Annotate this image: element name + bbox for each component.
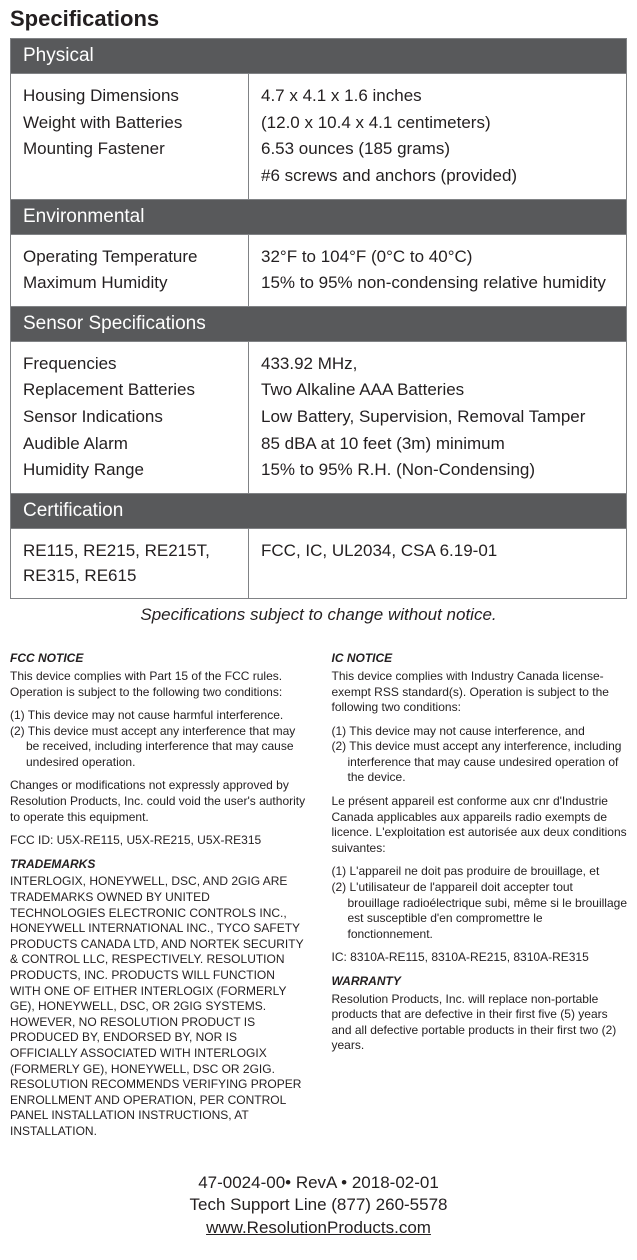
ic-title: IC NOTICE — [332, 651, 628, 667]
row-value: 6.53 ounces (185 grams) — [261, 137, 616, 162]
sensor-values: 433.92 MHz, Two Alkaline AAA Batteries L… — [249, 341, 627, 493]
spec-table: Physical Housing Dimensions Weight with … — [10, 38, 627, 599]
row-label: Humidity Range — [23, 458, 238, 483]
row-value: 15% to 95% non-condensing relative humid… — [261, 271, 616, 296]
row-label: Sensor Indications — [23, 405, 238, 430]
row-value: #6 screws and anchors (provided) — [261, 164, 616, 189]
certification-labels: RE115, RE215, RE215T, RE315, RE615 — [11, 529, 249, 599]
page: Specifications Physical Housing Dimensio… — [0, 6, 637, 1260]
footer-line2: Tech Support Line (877) 260-5578 — [10, 1194, 627, 1217]
row-value: 85 dBA at 10 feet (3m) minimum — [261, 432, 616, 457]
physical-values: 4.7 x 4.1 x 1.6 inches (12.0 x 10.4 x 4.… — [249, 74, 627, 200]
row-label: Frequencies — [23, 352, 238, 377]
section-head-physical: Physical — [11, 39, 627, 74]
sensor-labels: Frequencies Replacement Batteries Sensor… — [11, 341, 249, 493]
legal-block: FCC NOTICE This device complies with Par… — [10, 651, 627, 1147]
ic-cond1: (1) This device may not cause interferen… — [332, 724, 628, 740]
page-title: Specifications — [10, 6, 627, 32]
row-value: 4.7 x 4.1 x 1.6 inches — [261, 84, 616, 109]
legal-right-col: IC NOTICE This device complies with Indu… — [332, 651, 628, 1147]
ic-p2: Le présent appareil est conforme aux cnr… — [332, 794, 628, 856]
physical-labels: Housing Dimensions Weight with Batteries… — [11, 74, 249, 200]
row-label: Mounting Fastener — [23, 137, 238, 162]
row-label: RE115, RE215, RE215T, RE315, RE615 — [23, 539, 238, 588]
row-value: (12.0 x 10.4 x 4.1 centimeters) — [261, 111, 616, 136]
footer-line1: 47-0024-00• RevA • 2018-02-01 — [10, 1172, 627, 1195]
trademarks-title: TRADEMARKS — [10, 857, 306, 873]
trademarks-body: INTERLOGIX, HONEYWELL, DSC, AND 2GIG ARE… — [10, 874, 306, 1139]
fcc-title: FCC NOTICE — [10, 651, 306, 667]
certification-values: FCC, IC, UL2034, CSA 6.19-01 — [249, 529, 627, 599]
environmental-values: 32°F to 104°F (0°C to 40°C) 15% to 95% n… — [249, 234, 627, 306]
change-notice: Specifications subject to change without… — [10, 605, 627, 625]
fcc-p3: FCC ID: U5X-RE115, U5X-RE215, U5X-RE315 — [10, 833, 306, 849]
row-value: FCC, IC, UL2034, CSA 6.19-01 — [261, 539, 616, 564]
ic-p3: IC: 8310A-RE115, 8310A-RE215, 8310A-RE31… — [332, 950, 628, 966]
row-label: Housing Dimensions — [23, 84, 238, 109]
row-label: Audible Alarm — [23, 432, 238, 457]
row-value: 15% to 95% R.H. (Non-Condensing) — [261, 458, 616, 483]
ic-cond2: (2) This device must accept any interfer… — [332, 739, 628, 786]
warranty-body: Resolution Products, Inc. will replace n… — [332, 992, 628, 1054]
warranty-title: WARRANTY — [332, 974, 628, 990]
row-label: Weight with Batteries — [23, 111, 238, 136]
fcc-cond2: (2) This device must accept any interfer… — [10, 724, 306, 771]
row-value: Low Battery, Supervision, Removal Tamper — [261, 405, 616, 430]
row-value: 32°F to 104°F (0°C to 40°C) — [261, 245, 616, 270]
footer-link[interactable]: www.ResolutionProducts.com — [206, 1218, 431, 1237]
row-label: Operating Temperature — [23, 245, 238, 270]
footer: 47-0024-00• RevA • 2018-02-01 Tech Suppo… — [10, 1172, 627, 1241]
legal-left-col: FCC NOTICE This device complies with Par… — [10, 651, 306, 1147]
ic-cond4: (2) L'utilisateur de l'appareil doit acc… — [332, 880, 628, 942]
row-label: Replacement Batteries — [23, 378, 238, 403]
fcc-cond1: (1) This device may not cause harmful in… — [10, 708, 306, 724]
ic-cond3: (1) L'appareil ne doit pas produire de b… — [332, 864, 628, 880]
row-value: Two Alkaline AAA Batteries — [261, 378, 616, 403]
ic-p1: This device complies with Industry Canad… — [332, 669, 628, 716]
section-head-sensor: Sensor Specifications — [11, 306, 627, 341]
environmental-labels: Operating Temperature Maximum Humidity — [11, 234, 249, 306]
fcc-p2: Changes or modifications not expressly a… — [10, 778, 306, 825]
section-head-environmental: Environmental — [11, 199, 627, 234]
row-label: Maximum Humidity — [23, 271, 238, 296]
row-value: 433.92 MHz, — [261, 352, 616, 377]
section-head-certification: Certification — [11, 494, 627, 529]
fcc-p1: This device complies with Part 15 of the… — [10, 669, 306, 700]
